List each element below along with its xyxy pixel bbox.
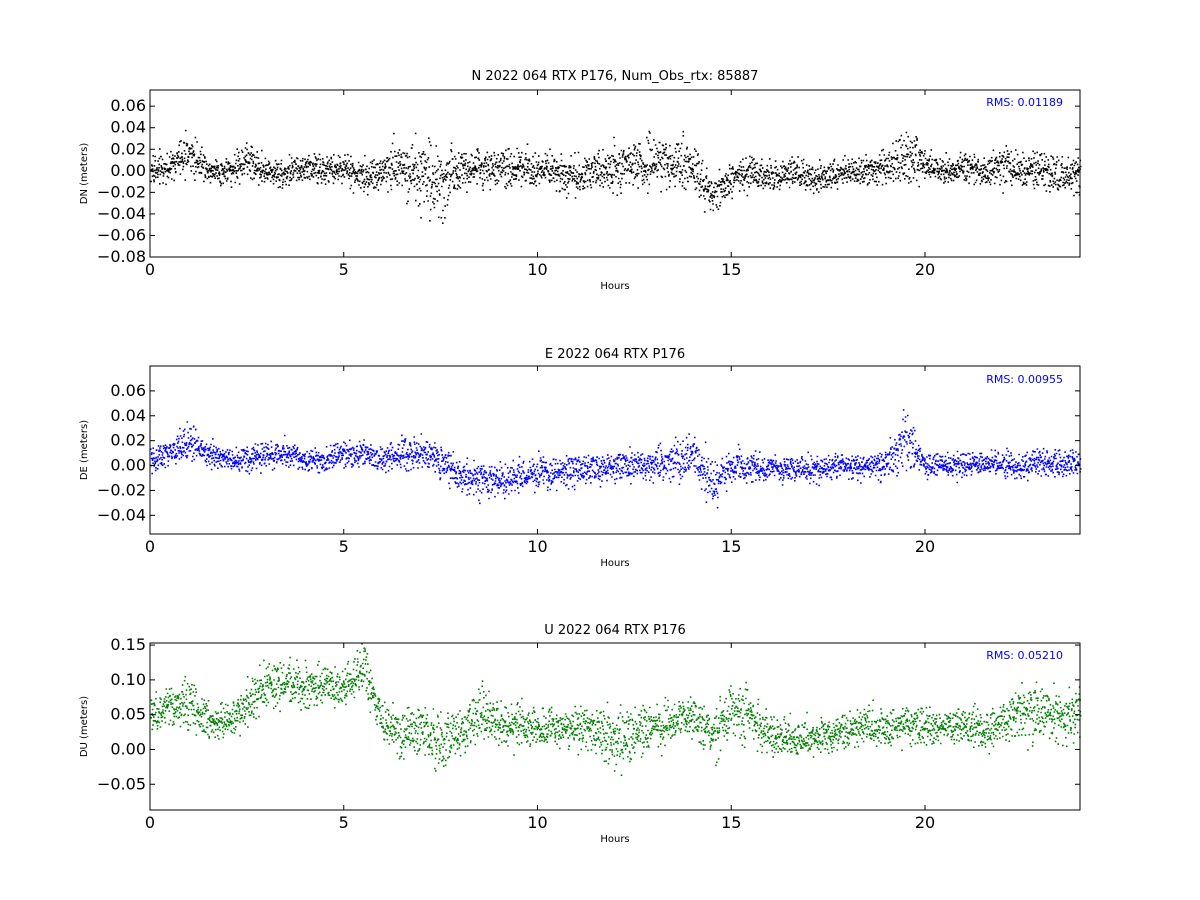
y-tick-label: 0.04	[110, 118, 146, 137]
x-tick-label: 10	[527, 260, 547, 279]
y-tick-label: −0.04	[97, 204, 146, 223]
y-tick-label: −0.06	[97, 225, 146, 244]
y-axis-ticks: −0.05 0.00 0.05 0.10 0.15	[97, 635, 1080, 793]
y-tick-label: 0.00	[110, 161, 146, 180]
y-tick-label: −0.04	[97, 505, 146, 524]
y-axis-ticks: −0.04 −0.02 0.00 0.02 0.04 0.06	[97, 381, 1080, 524]
x-tick-label: 15	[721, 260, 741, 279]
plot-frame	[149, 642, 1081, 811]
x-axis-ticks: 0 5 10 15 20	[145, 90, 935, 279]
rms-annotation: RMS: 0.05210	[986, 649, 1063, 662]
x-tick-label: 15	[721, 537, 741, 556]
y-tick-label: 0.06	[110, 381, 146, 400]
y-tick-label: 0.06	[110, 96, 146, 115]
y-tick-label: 0.05	[110, 705, 146, 724]
data-points	[150, 129, 1082, 224]
data-points-path	[150, 129, 1082, 224]
y-tick-label: 0.10	[110, 670, 146, 689]
y-axis-ticks: −0.08 −0.06 −0.04 −0.02 0.00 0.02 0.04 0.06	[97, 96, 1080, 266]
x-tick-label: 20	[915, 260, 935, 279]
y-tick-label: 0.04	[110, 406, 146, 425]
chart-title: N 2022 064 RTX P176, Num_Obs_rtx: 85887	[472, 69, 759, 84]
x-tick-label: 10	[527, 537, 547, 556]
panel-north: N 2022 064 RTX P176, Num_Obs_rtx: 85887 …	[79, 69, 1082, 292]
x-tick-label: 0	[145, 813, 155, 832]
chart-title: E 2022 064 RTX P176	[545, 347, 685, 362]
y-tick-label: 0.02	[110, 139, 146, 158]
data-points	[150, 409, 1082, 509]
x-axis-label: Hours	[600, 834, 629, 845]
y-tick-label: −0.02	[97, 182, 146, 201]
x-axis-label: Hours	[600, 558, 629, 569]
y-tick-label: 0.15	[110, 635, 146, 654]
x-tick-label: 5	[339, 260, 349, 279]
chart-title: U 2022 064 RTX P176	[544, 623, 686, 638]
y-tick-label: 0.00	[110, 739, 146, 758]
x-tick-label: 15	[721, 813, 741, 832]
plot-frame	[149, 365, 1081, 535]
x-tick-label: 0	[145, 537, 155, 556]
y-tick-label: 0.00	[110, 456, 146, 475]
y-tick-label: 0.02	[110, 431, 146, 450]
plot-frame	[149, 89, 1081, 258]
x-tick-label: 0	[145, 260, 155, 279]
y-tick-label: −0.02	[97, 480, 146, 499]
data-points-path	[150, 409, 1082, 509]
x-tick-label: 20	[915, 813, 935, 832]
rms-annotation: RMS: 0.00955	[986, 373, 1063, 386]
y-tick-label: −0.08	[97, 247, 146, 266]
x-axis-ticks: 0 5 10 15 20	[145, 366, 935, 556]
x-tick-label: 10	[527, 813, 547, 832]
y-axis-label: DE (meters)	[79, 420, 90, 480]
panel-up: U 2022 064 RTX P176 0 5 10 15 20 −0.05 0.00 0.…	[79, 623, 1082, 845]
y-tick-label: −0.05	[97, 774, 146, 793]
x-tick-label: 5	[339, 813, 349, 832]
data-points-path	[150, 643, 1082, 776]
data-points	[150, 643, 1082, 776]
x-axis-label: Hours	[600, 281, 629, 292]
x-axis-ticks: 0 5 10 15 20	[145, 643, 935, 832]
panel-east: E 2022 064 RTX P176 0 5 10 15 20 −0.04−0.020…	[79, 347, 1082, 569]
y-axis-label: DU (meters)	[79, 696, 90, 757]
x-tick-label: 20	[915, 537, 935, 556]
y-axis-label: DN (meters)	[79, 143, 90, 205]
x-tick-label: 5	[339, 537, 349, 556]
rms-annotation: RMS: 0.01189	[986, 96, 1063, 109]
